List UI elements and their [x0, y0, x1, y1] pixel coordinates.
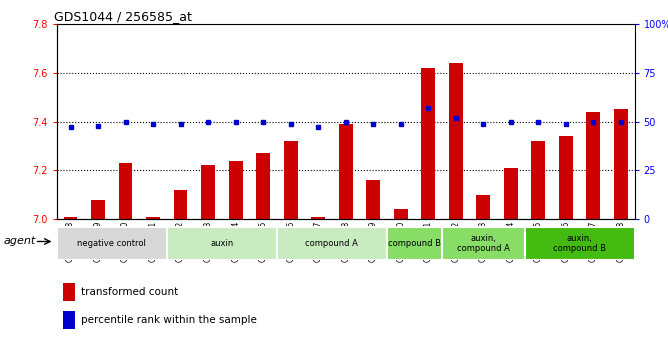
- Bar: [146, 217, 160, 219]
- Text: transformed count: transformed count: [81, 287, 178, 297]
- Text: agent: agent: [3, 237, 35, 246]
- Bar: [167, 227, 277, 260]
- Bar: [91, 200, 105, 219]
- Bar: [228, 161, 242, 219]
- Bar: [257, 153, 270, 219]
- Bar: [387, 227, 442, 260]
- Text: auxin,
compound A: auxin, compound A: [457, 234, 510, 253]
- Bar: [532, 141, 545, 219]
- Bar: [614, 109, 628, 219]
- Bar: [277, 227, 387, 260]
- Bar: [201, 166, 215, 219]
- Bar: [476, 195, 490, 219]
- Bar: [311, 217, 325, 219]
- Bar: [559, 136, 572, 219]
- Bar: [442, 227, 524, 260]
- Text: GDS1044 / 256585_at: GDS1044 / 256585_at: [54, 10, 192, 23]
- Bar: [63, 312, 75, 329]
- Bar: [63, 284, 75, 301]
- Bar: [449, 63, 463, 219]
- Text: compound A: compound A: [305, 239, 358, 248]
- Bar: [366, 180, 380, 219]
- Bar: [339, 124, 353, 219]
- Text: auxin: auxin: [210, 239, 234, 248]
- Bar: [394, 209, 407, 219]
- Bar: [119, 163, 132, 219]
- Text: negative control: negative control: [77, 239, 146, 248]
- Text: auxin,
compound B: auxin, compound B: [553, 234, 606, 253]
- Bar: [63, 217, 77, 219]
- Bar: [57, 227, 167, 260]
- Bar: [524, 227, 635, 260]
- Bar: [422, 68, 435, 219]
- Bar: [284, 141, 297, 219]
- Bar: [504, 168, 518, 219]
- Bar: [174, 190, 188, 219]
- Bar: [587, 112, 601, 219]
- Text: compound B: compound B: [388, 239, 441, 248]
- Text: percentile rank within the sample: percentile rank within the sample: [81, 315, 257, 325]
